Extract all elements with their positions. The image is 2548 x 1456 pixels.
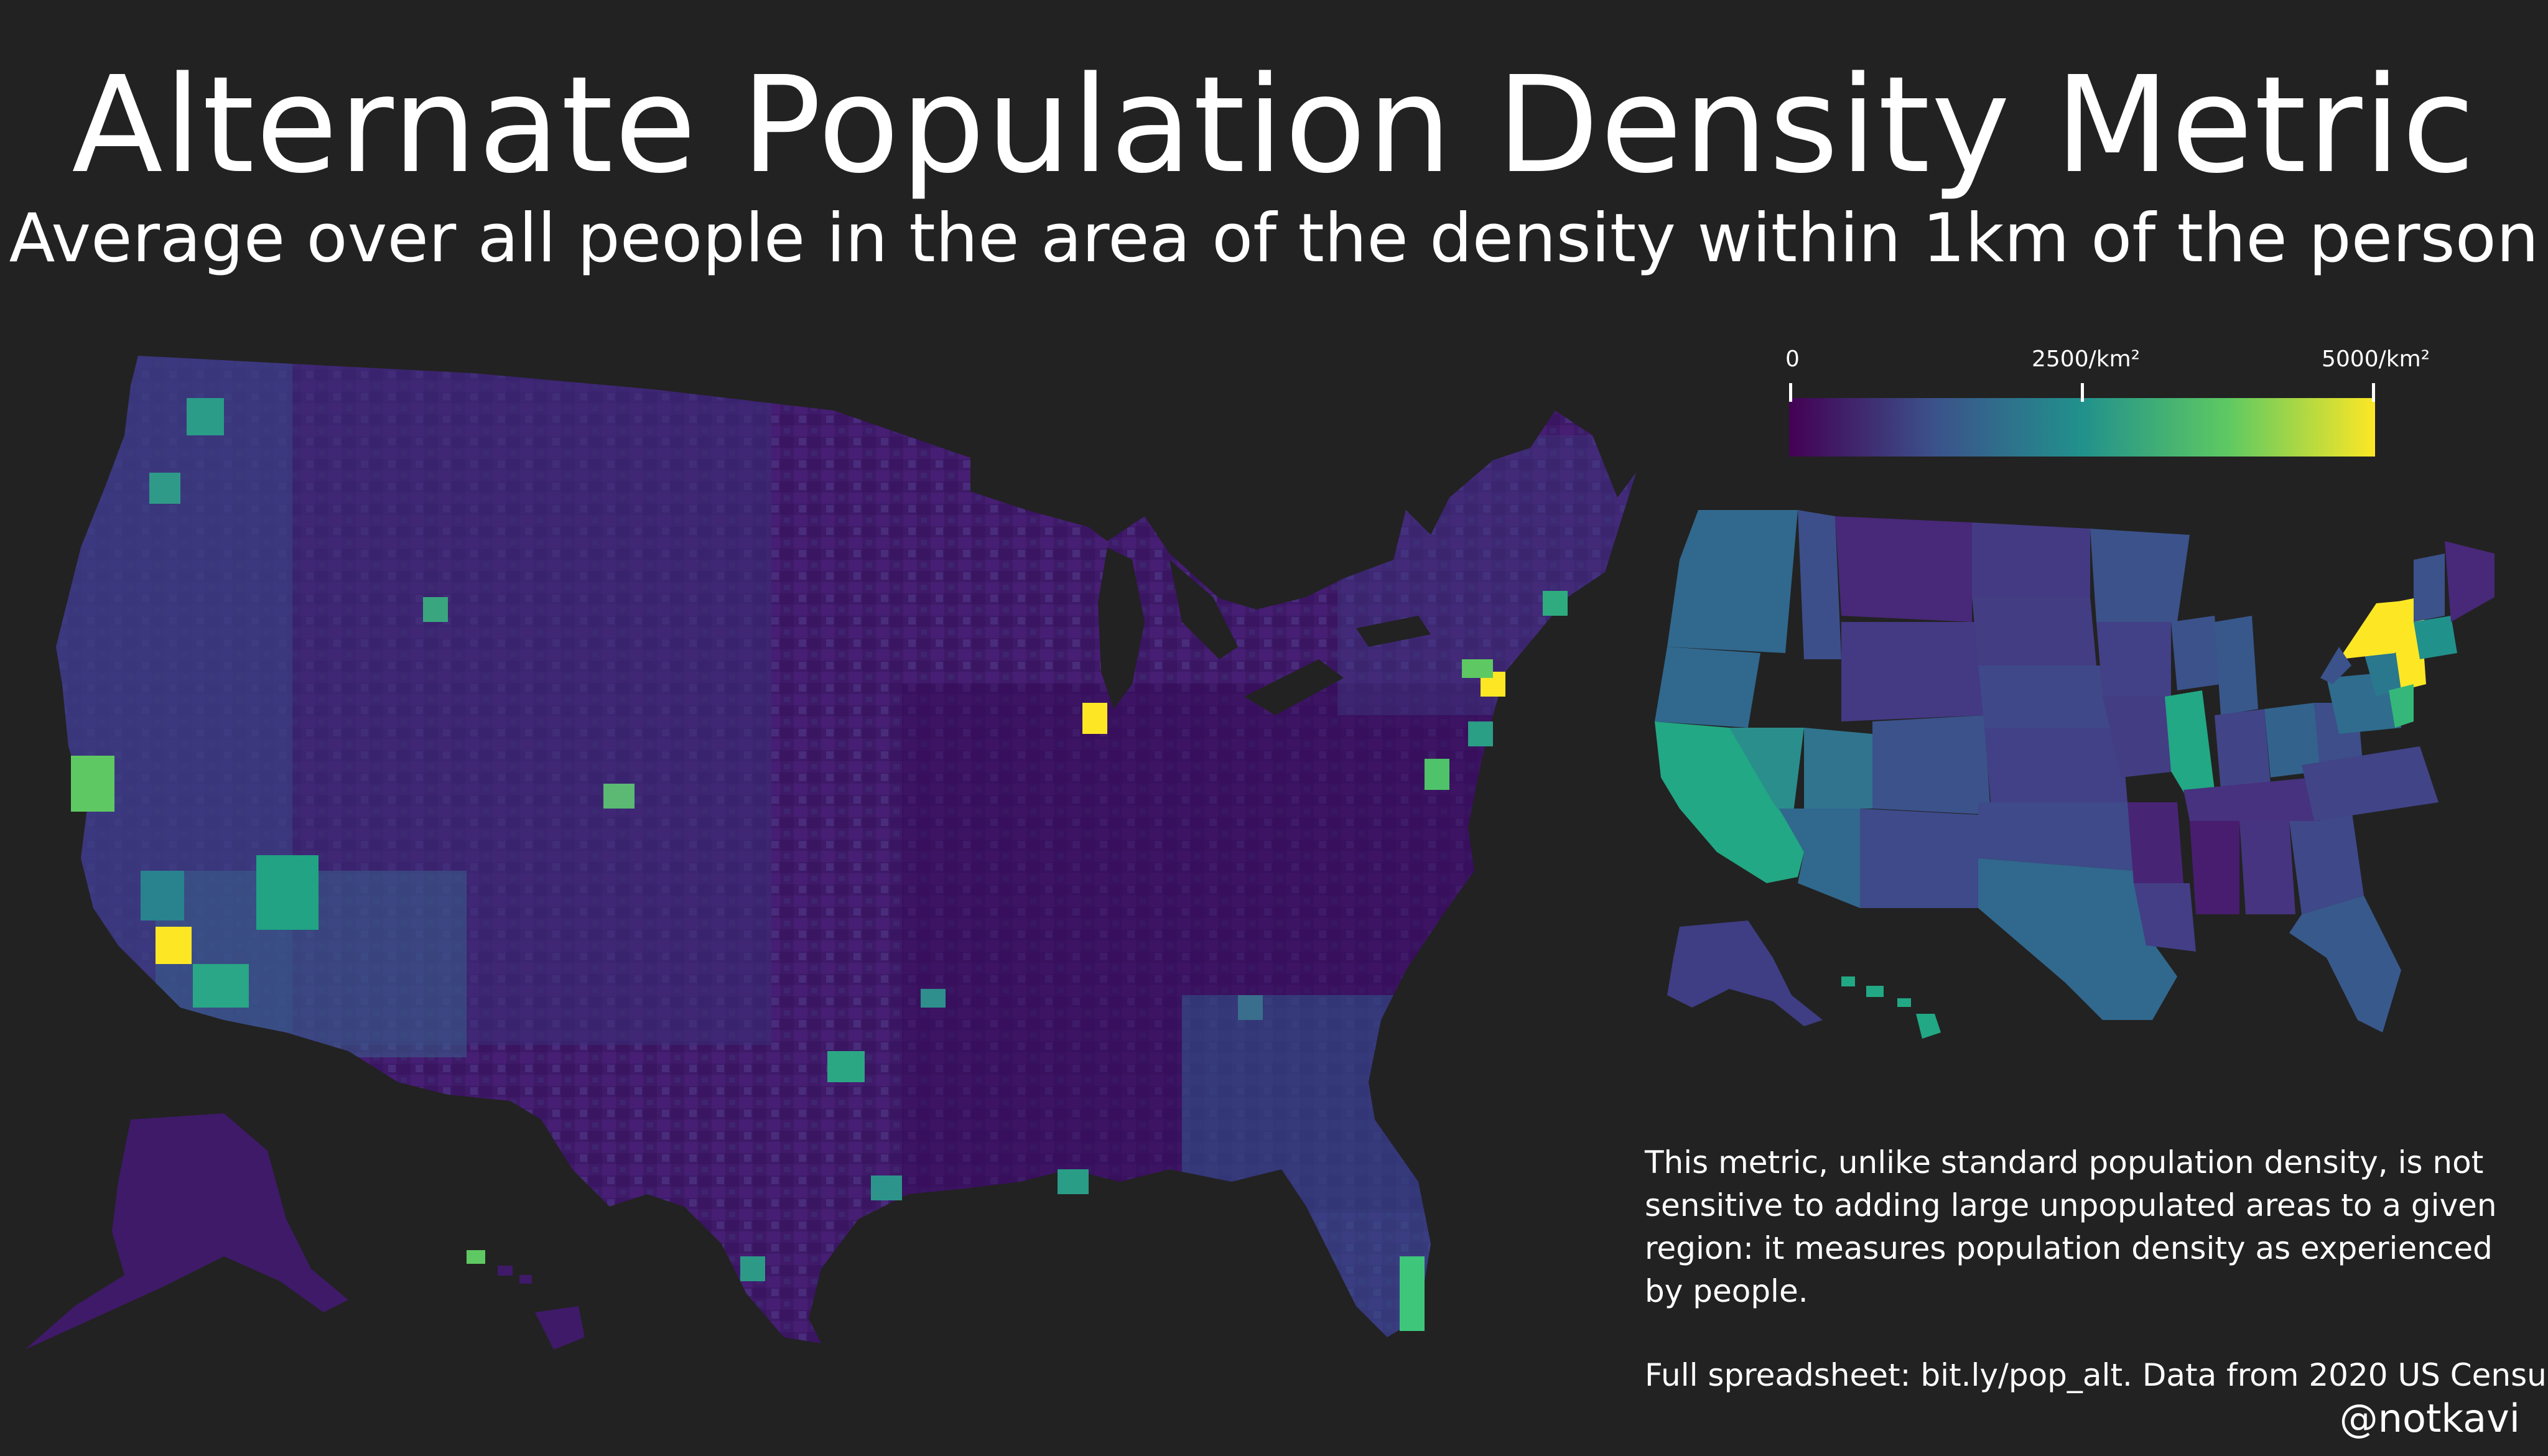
colorbar-tick-label: 5000/km² <box>2322 346 2430 372</box>
colorbar-tick <box>2081 383 2084 402</box>
colorbar-tick <box>1789 383 1792 402</box>
colorbar <box>1789 398 2375 457</box>
author-handle: @notkavi <box>2339 1396 2520 1441</box>
county-level-map <box>25 356 1636 1350</box>
colorbar-tick <box>2372 383 2375 402</box>
state-level-map <box>1655 510 2495 1039</box>
explanation-note: This metric, unlike standard population … <box>1645 1144 2497 1309</box>
source-note: Full spreadsheet: bit.ly/pop_alt. Data f… <box>1645 1357 2548 1393</box>
map-title: Alternate Population Density Metric <box>72 48 2476 203</box>
colorbar-tick-label: 2500/km² <box>2032 346 2141 372</box>
colorbar-tick-label: 0 <box>1785 346 1800 372</box>
colorbar-legend: 0 2500/km² 5000/km² <box>1785 346 2430 460</box>
map-subtitle: Average over all people in the area of t… <box>9 200 2539 277</box>
